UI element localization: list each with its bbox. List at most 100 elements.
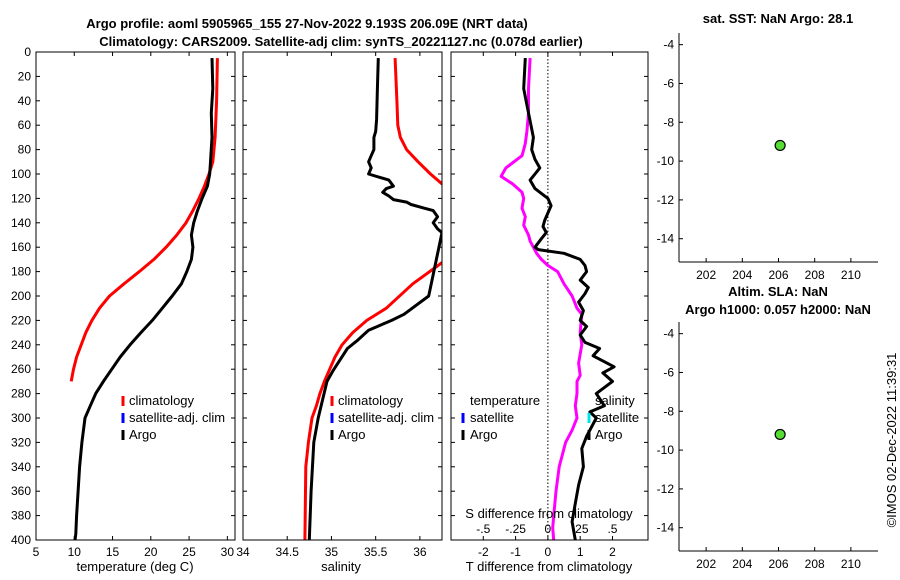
salinity-xtick-label: 36	[413, 545, 427, 559]
temperature-ytick-label: 220	[11, 313, 31, 327]
temperature-ytick-label: 260	[11, 362, 31, 376]
difference-xtick-label: -2	[478, 545, 489, 559]
salinity-xtick-label: 35	[325, 545, 339, 559]
temperature-ytick-label: 360	[11, 484, 31, 498]
salinity-legend-label: satellite-adj. clim	[338, 410, 434, 425]
sst-map-xtick-label: 202	[696, 268, 716, 282]
sla-map-xtick-label: 208	[805, 557, 825, 571]
sst-map-xtick-label: 210	[841, 268, 861, 282]
figure-title-line1: Argo profile: aoml 5905965_155 27-Nov-20…	[86, 16, 528, 31]
difference-xlabel: T difference from climatology	[466, 559, 633, 574]
sst-map-title: sat. SST: NaN Argo: 28.1	[703, 11, 854, 26]
sst-map-xtick-label: 208	[805, 268, 825, 282]
sla-map-ytick-label: -6	[663, 365, 674, 379]
sla-map-title-line2: Argo h1000: 0.057 h2000: NaN	[685, 302, 871, 317]
difference-frame	[450, 51, 649, 541]
footer-stamp: ©IMOS 02-Dec-2022 11:39:31	[884, 353, 899, 528]
temperature-ytick-label: 340	[11, 460, 31, 474]
temperature-ytick-label: 240	[11, 338, 31, 352]
difference-panel: -2 -1 0 1 2 -.5 -.25 0 .25 .5 temperature satellite…	[450, 51, 649, 559]
sla-map-argo-point	[774, 428, 786, 441]
sst-map-ytick-label: -4	[663, 38, 674, 52]
salinity-legend-label: climatology	[338, 393, 404, 408]
sst-map-ytick-label: -10	[657, 154, 675, 168]
temperature-ytick-label: 400	[11, 533, 31, 547]
difference-x2tick-label: 0	[545, 522, 552, 536]
salinity-series-argo	[307, 58, 442, 540]
salinity-frame	[242, 51, 443, 541]
temperature-xlabel: temperature (deg C)	[76, 559, 193, 574]
difference-series-argo	[522, 58, 616, 540]
temperature-legend-label: climatology	[129, 393, 195, 408]
difference-xtick-label: 2	[609, 545, 616, 559]
difference-series-temperature	[499, 58, 584, 540]
salinity-xtick-label: 35.5	[364, 545, 388, 559]
sla-map-xtick-label: 206	[768, 557, 788, 571]
temperature-ytick-label: 300	[11, 411, 31, 425]
difference-xtick-label: 1	[577, 545, 584, 559]
temperature-frame	[35, 51, 236, 541]
salinity-panel: 34 34.5 35 35.5 36 climatology satellite-adj. …	[236, 51, 443, 559]
temperature-ytick-label: 120	[11, 191, 31, 205]
temperature-ytick-label: 20	[18, 69, 32, 83]
temperature-ytick-label: 100	[11, 167, 31, 181]
temperature-ytick-label: 380	[11, 509, 31, 523]
temperature-ytick-label: 0	[24, 45, 31, 59]
sla-map-xtick-label: 202	[696, 557, 716, 571]
figure-title-line2: Climatology: CARS2009. Satellite-adj cli…	[99, 34, 582, 49]
salinity-xtick-label: 34.5	[276, 545, 300, 559]
sla-map-xtick-label: 210	[841, 557, 861, 571]
sst-map-panel: -4 -6 -8 -10 -12 -14 202 204 206 208 210	[657, 33, 878, 282]
sla-map-ytick-label: -12	[657, 482, 675, 496]
difference-legend-left-label: Argo	[470, 427, 497, 442]
difference-xtick-label: 0	[545, 545, 552, 559]
temperature-xtick-label: 5	[33, 545, 40, 559]
temperature-ytick-label: 60	[18, 118, 32, 132]
salinity-series-climatology	[303, 58, 442, 540]
temperature-xtick-label: 10	[68, 545, 82, 559]
sla-map-xtick-label: 204	[732, 557, 752, 571]
difference-x2tick-label: -.25	[505, 522, 526, 536]
sst-map-ytick-label: -6	[663, 76, 674, 90]
sla-map-title-line1: Altim. SLA: NaN	[728, 284, 828, 299]
difference-legend-left-label: temperature	[470, 393, 540, 408]
temperature-xtick-label: 15	[106, 545, 120, 559]
difference-legend-left-label: satellite	[470, 410, 514, 425]
temperature-ytick-label: 320	[11, 435, 31, 449]
temperature-xtick-label: 30	[221, 545, 235, 559]
sla-map-ytick-label: -8	[663, 404, 674, 418]
sla-map-ytick-label: -4	[663, 327, 674, 341]
difference-legend-right-label: Argo	[595, 427, 622, 442]
temperature-ytick-label: 160	[11, 240, 31, 254]
sla-map-ytick-label: -14	[657, 521, 675, 535]
temperature-xtick-label: 20	[144, 545, 158, 559]
sst-map-ytick-label: -8	[663, 115, 674, 129]
sla-map-ytick-label: -10	[657, 443, 675, 457]
temperature-legend-label: satellite-adj. clim	[129, 410, 225, 425]
temperature-ytick-label: 280	[11, 387, 31, 401]
salinity-xtick-label: 34	[236, 545, 250, 559]
difference-legend-right-label: satellite	[595, 410, 639, 425]
difference-x2tick-label: .5	[607, 522, 617, 536]
sst-map-ytick-label: -14	[657, 232, 675, 246]
sst-map-ytick-label: -12	[657, 193, 675, 207]
temperature-ytick-label: 200	[11, 289, 31, 303]
temperature-series-argo	[73, 58, 215, 540]
temperature-ytick-label: 80	[18, 143, 32, 157]
difference-xtick-label: -1	[510, 545, 521, 559]
salinity-xlabel: salinity	[321, 559, 361, 574]
temperature-ytick-label: 40	[18, 94, 32, 108]
sla-map-panel: -4 -6 -8 -10 -12 -14 202 204 206 208 210	[657, 322, 878, 571]
difference-x2tick-label: .25	[572, 522, 589, 536]
temperature-ytick-label: 140	[11, 216, 31, 230]
difference-x2label: S difference from climatology	[465, 506, 633, 521]
sst-map-xtick-label: 206	[768, 268, 788, 282]
difference-x2tick-label: -.5	[476, 522, 490, 536]
sst-map-xtick-label: 204	[732, 268, 752, 282]
salinity-legend-label: Argo	[338, 427, 365, 442]
sst-map-argo-point	[774, 139, 786, 152]
difference-legend-right-label: salinity	[595, 393, 635, 408]
temperature-ytick-label: 180	[11, 265, 31, 279]
temperature-panel: 5 10 15 20 25 3002040608010012014016018020022…	[11, 45, 236, 559]
